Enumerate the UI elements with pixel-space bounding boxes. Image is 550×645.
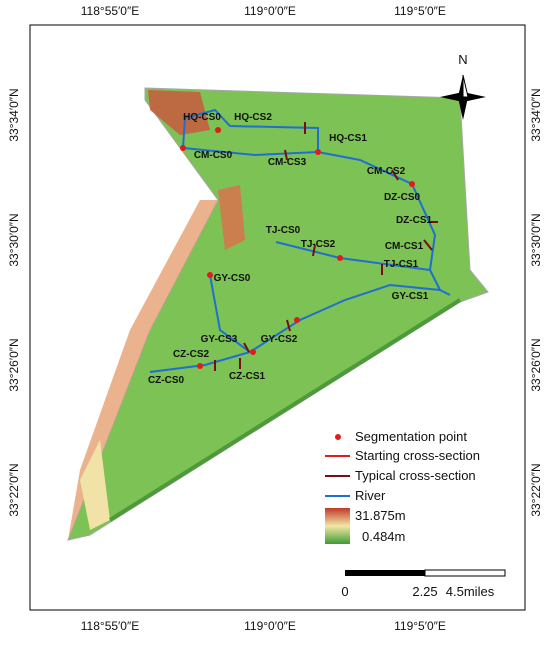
levee [108, 298, 462, 522]
section-label: CM-CS3 [268, 157, 307, 168]
section-label: DZ-CS0 [384, 192, 421, 203]
section-label: CZ-CS2 [173, 349, 210, 360]
section-label: HQ-CS2 [234, 112, 272, 123]
latitude-label: 33°34′0″N [7, 88, 21, 141]
section-label: CM-CS0 [194, 150, 233, 161]
study-area [67, 87, 489, 541]
latitude-label: 33°30′0″N [529, 213, 543, 266]
legend-label: 0.484m [362, 529, 405, 544]
longitude-label: 119°5′0″E [394, 4, 446, 18]
section-label: CZ-CS1 [229, 371, 266, 382]
legend-point [335, 434, 341, 440]
longitude-label: 118°55′0″E [81, 4, 139, 18]
low-area [80, 440, 110, 530]
scale-label: 4.5miles [446, 584, 495, 599]
scale-label: 2.25 [412, 584, 437, 599]
longitude-label: 119°0′0″E [244, 619, 296, 633]
segmentation-points [180, 127, 415, 369]
north-arrow: N [440, 52, 486, 120]
section-label: HQ-CS1 [329, 133, 367, 144]
section-label: CM-CS2 [367, 166, 406, 177]
section-label: DZ-CS1 [396, 215, 433, 226]
high-area [148, 90, 210, 135]
longitude-label: 118°55′0″E [81, 619, 139, 633]
latitude-label: 33°26′0″N [7, 338, 21, 391]
section-label: GY-CS1 [392, 291, 429, 302]
section-label: TJ-CS1 [384, 259, 419, 270]
legend-colorbar [325, 508, 350, 544]
high-area [218, 185, 245, 250]
section-label: TJ-CS2 [301, 239, 336, 250]
scale-label: 0 [341, 584, 348, 599]
longitude-label: 119°5′0″E [394, 619, 446, 633]
river [149, 108, 451, 373]
legend-box [318, 425, 513, 550]
latitude-label: 33°22′0″N [7, 463, 21, 516]
latitude-label: 33°30′0″N [7, 213, 21, 266]
section-label: CM-CS1 [385, 241, 424, 252]
scale-bar [345, 570, 425, 576]
section-label: GY-CS2 [261, 334, 298, 345]
section-label: TJ-CS0 [266, 225, 301, 236]
latitude-label: 33°34′0″N [529, 88, 543, 141]
legend-label: River [355, 488, 386, 503]
scale-bar [424, 569, 506, 577]
legend-label: Typical cross-section [355, 468, 476, 483]
section-label: CZ-CS0 [148, 375, 185, 386]
section-label: GY-CS3 [201, 334, 238, 345]
legend-label: Segmentation point [355, 429, 467, 444]
latitude-label: 33°26′0″N [529, 338, 543, 391]
section-label: GY-CS0 [214, 273, 251, 284]
north-label: N [458, 52, 467, 67]
section-label: HQ-CS0 [183, 112, 221, 123]
latitude-label: 33°22′0″N [529, 463, 543, 516]
legend-label: Starting cross-section [355, 448, 480, 463]
longitude-label: 119°0′0″E [244, 4, 296, 18]
legend-label: 31.875m [355, 508, 406, 523]
cross-sections [214, 122, 438, 371]
